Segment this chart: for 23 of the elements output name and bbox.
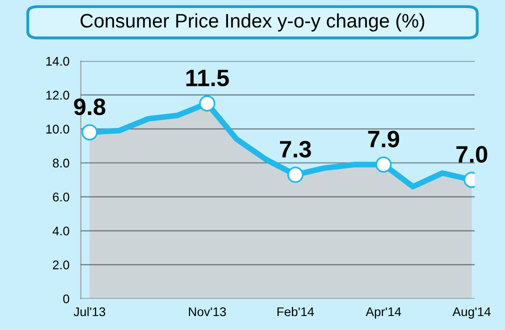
y-tick-label: 14.0 bbox=[46, 56, 70, 66]
chart-title: Consumer Price Index y-o-y change (%) bbox=[80, 13, 424, 32]
y-tick-label: 10.0 bbox=[46, 124, 70, 134]
point bbox=[287, 166, 304, 183]
x-tick-label: Feb'14 bbox=[278, 306, 314, 316]
data-label: 7.0 bbox=[456, 146, 488, 163]
point bbox=[375, 156, 392, 173]
y-tick-label: 6.0 bbox=[52, 192, 70, 202]
x-tick-label: Apr'14 bbox=[366, 307, 402, 319]
point bbox=[82, 124, 98, 140]
data-label: 7.9 bbox=[368, 130, 400, 148]
y-tick-label: 0 bbox=[63, 294, 70, 304]
point bbox=[199, 95, 216, 112]
y-tick-label: 4.0 bbox=[52, 226, 70, 236]
data-label: 9.8 bbox=[74, 98, 106, 116]
y-tick-label: 8.0 bbox=[52, 158, 70, 168]
y-tick-label: 12.0 bbox=[46, 90, 70, 100]
y-tick-label: 2.0 bbox=[52, 260, 70, 270]
data-label: 7.3 bbox=[280, 140, 311, 158]
data-label: 11.5 bbox=[186, 70, 229, 86]
x-tick-label: Nov'13 bbox=[188, 307, 226, 316]
x-tick-label: Aug'14 bbox=[452, 307, 491, 319]
x-tick-label: Jul'13 bbox=[74, 306, 106, 316]
